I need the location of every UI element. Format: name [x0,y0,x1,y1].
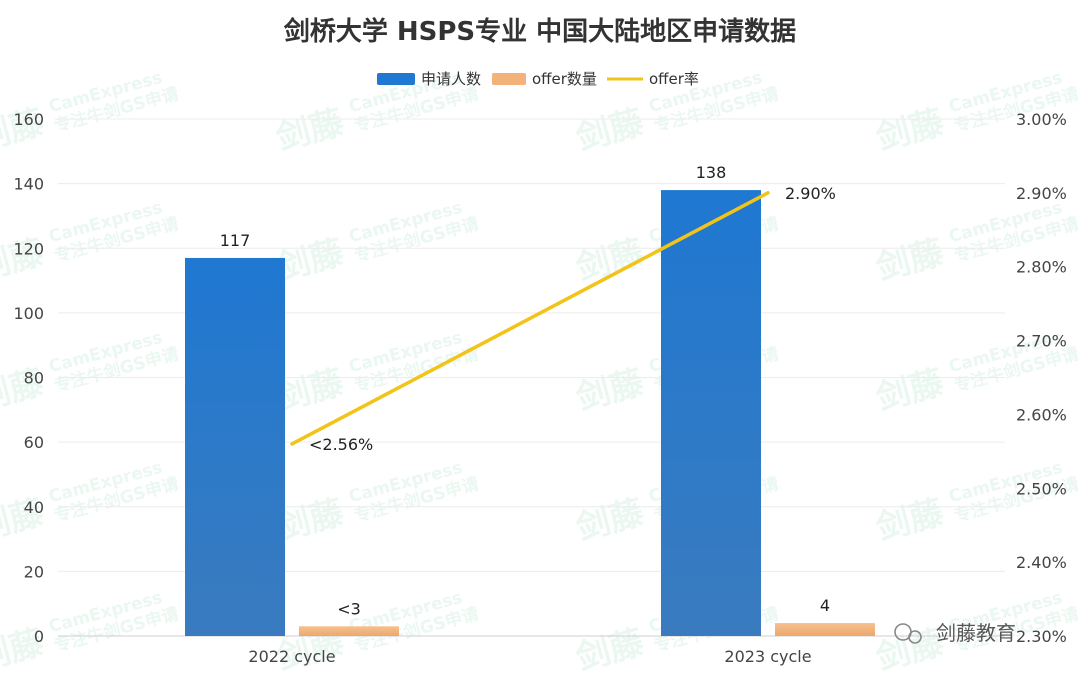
y-left-tick-label: 100 [13,304,44,323]
y-right-tick-label: 2.90% [1016,184,1067,203]
footer-brand: 剑藤教育 [894,621,1016,645]
bar-data-label: 4 [820,596,830,615]
watermark-brand: 剑藤 [572,362,648,418]
x-tick-label: 2023 cycle [724,647,811,666]
y-right-tick-label: 2.70% [1016,332,1067,351]
y-left-tick-label: 40 [24,498,44,517]
x-tick-label: 2022 cycle [248,647,335,666]
y-right-tick-label: 2.50% [1016,479,1067,498]
footer-brand-text: 剑藤教育 [936,621,1016,645]
y-left-tick-label: 80 [24,369,44,388]
legend-label-offer-rate: offer率 [649,70,699,88]
chart-title: 剑桥大学 HSPS专业 中国大陆地区申请数据 [284,16,796,47]
offer-rate-line [290,191,770,446]
watermark-brand: 剑藤 [572,492,648,548]
legend: 申请人数 offer数量 offer率 [377,70,699,88]
legend-label-applicants: 申请人数 [421,70,481,88]
y-left-tick-label: 0 [34,627,44,646]
y-right-tick-label: 2.60% [1016,405,1067,424]
bar [661,190,761,636]
y-left-tick-label: 120 [13,239,44,258]
watermark-brand: 剑藤 [872,362,948,418]
bar-data-label: 117 [220,231,251,250]
y-left-tick-label: 160 [13,110,44,129]
watermark-brand: 剑藤 [572,622,648,678]
y-left-tick-label: 140 [13,175,44,194]
line-series: <2.56% 2.90% [290,184,836,454]
bar-data-label: 138 [696,163,727,182]
legend-swatch-offers [492,73,526,85]
bar [775,623,875,636]
wechat-icon-small [908,630,922,644]
line-data-label: 2.90% [785,184,836,203]
y-right-tick-label: 3.00% [1016,110,1067,129]
legend-swatch-applicants [377,73,415,85]
line-data-label: <2.56% [309,435,373,454]
x-axis: 2022 cycle 2023 cycle [248,647,811,666]
y-axis-right: 2.30% 2.40% 2.50% 2.60% 2.70% 2.80% 2.90% 3.00% [1016,110,1067,646]
watermark-brand: 剑藤 [272,102,348,158]
bar [299,626,399,636]
watermark-brand: 剑藤 [872,492,948,548]
y-right-tick-label: 2.40% [1016,553,1067,572]
legend-label-offers: offer数量 [532,70,597,88]
y-axis-left: 0 20 40 60 80 100 120 140 160 [13,110,44,646]
bar [185,257,285,636]
y-left-tick-label: 60 [24,433,44,452]
watermark-brand: 剑藤 [872,102,948,158]
bar-series: 117 138 <3 4 [185,163,875,636]
y-left-tick-label: 20 [24,562,44,581]
watermark-brand: 剑藤 [572,102,648,158]
watermark-brand: 剑藤 [872,232,948,288]
y-right-tick-label: 2.80% [1016,258,1067,277]
y-right-tick-label: 2.30% [1016,627,1067,646]
bar-data-label: <3 [337,599,361,618]
